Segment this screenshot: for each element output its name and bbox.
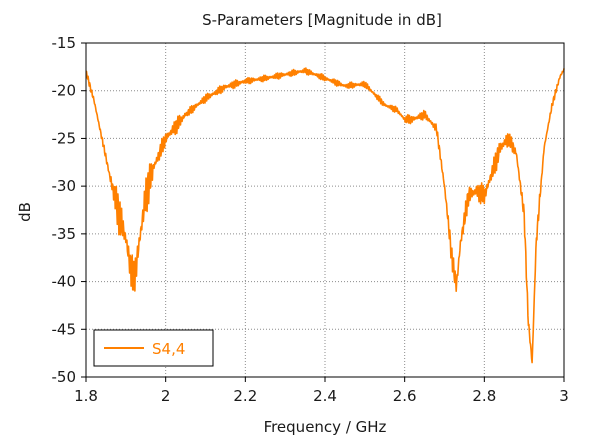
x-tick-label: 2.8 — [472, 387, 496, 405]
legend: S4,4 — [93, 329, 214, 367]
y-tick-label: -45 — [52, 320, 77, 338]
x-axis-label: Frequency / GHz — [264, 418, 387, 436]
y-tick-label: -50 — [52, 368, 77, 386]
legend-label-s44: S4,4 — [152, 340, 185, 358]
chart-title: S-Parameters [Magnitude in dB] — [202, 11, 442, 29]
x-tick-label: 1.8 — [74, 387, 98, 405]
y-tick-label: -15 — [52, 34, 77, 52]
y-tick-label: -30 — [52, 177, 77, 195]
x-tick-label: 2.2 — [233, 387, 257, 405]
x-tick-label: 2 — [161, 387, 171, 405]
x-tick-label: 2.4 — [313, 387, 337, 405]
y-tick-label: -40 — [52, 273, 77, 291]
y-tick-label: -35 — [52, 225, 77, 243]
x-tick-label: 2.6 — [393, 387, 417, 405]
series-line-s44 — [85, 67, 565, 364]
x-tick-label: 3 — [559, 387, 569, 405]
axis-layer: 1.8 2 2.2 2.4 2.6 2.8 3 -15 -20 -25 -30 -35 -40 -45 -5… — [52, 34, 569, 405]
plot-layer — [85, 67, 565, 364]
y-axis-label: dB — [16, 202, 34, 222]
y-tick-label: -25 — [52, 129, 77, 147]
y-tick-label: -20 — [52, 82, 77, 100]
